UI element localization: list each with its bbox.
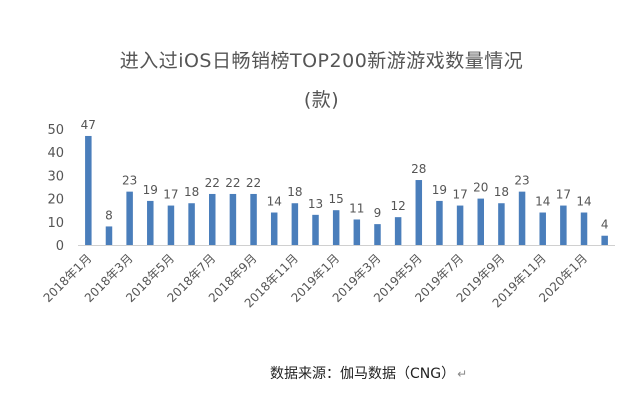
y-tick-label: 50 [47, 123, 64, 138]
bar [126, 191, 133, 245]
data-label: 18 [184, 185, 199, 199]
bar [209, 193, 216, 245]
y-tick-label: 20 [47, 193, 64, 208]
bar [436, 200, 443, 245]
y-tick-label: 30 [47, 169, 64, 184]
data-label: 23 [122, 174, 137, 188]
bar [601, 235, 608, 245]
data-label: 23 [514, 174, 529, 188]
data-label: 19 [143, 183, 158, 197]
data-label: 12 [390, 199, 405, 213]
data-label: 9 [374, 206, 382, 220]
bar [498, 203, 505, 245]
bar [188, 203, 195, 245]
data-label: 14 [576, 195, 591, 209]
data-label: 19 [432, 183, 447, 197]
data-label: 20 [473, 181, 488, 195]
data-label: 22 [225, 176, 240, 190]
bar [394, 217, 402, 245]
bar [291, 203, 299, 245]
bar [270, 212, 278, 245]
bar [250, 193, 257, 245]
data-label: 13 [308, 197, 323, 211]
bar [85, 135, 92, 245]
data-label: 18 [287, 185, 302, 199]
data-label: 17 [163, 188, 178, 202]
data-label: 17 [556, 188, 571, 202]
data-label: 22 [205, 176, 220, 190]
bar [456, 205, 464, 245]
y-tick-label: 0 [56, 239, 64, 254]
bar [167, 205, 175, 245]
data-label: 4 [601, 218, 609, 232]
bar [539, 212, 546, 245]
bar [374, 224, 381, 245]
bar [580, 212, 588, 245]
bar [312, 214, 319, 245]
data-label: 47 [81, 118, 96, 132]
return-mark-icon: ↵ [457, 367, 468, 381]
bar [518, 191, 526, 245]
data-label: 8 [105, 208, 113, 222]
data-label: 15 [329, 192, 344, 206]
data-label: 14 [535, 195, 550, 209]
data-label: 18 [494, 185, 509, 199]
data-label: 17 [452, 188, 467, 202]
y-tick-label: 10 [47, 216, 64, 231]
bar [477, 198, 484, 245]
y-tick-label: 40 [47, 146, 64, 161]
bar [332, 210, 340, 245]
data-label: 28 [411, 162, 426, 176]
chart-subtitle: (款) [303, 89, 340, 111]
source-text: 数据来源：伽马数据（CNG） [270, 366, 456, 382]
source-note: 数据来源：伽马数据（CNG） ↵ [270, 363, 467, 383]
bar [560, 205, 567, 245]
data-label: 14 [267, 195, 282, 209]
bar [229, 193, 237, 245]
data-label: 22 [246, 176, 261, 190]
bar [353, 219, 361, 245]
bar [415, 180, 423, 245]
chart-title: 进入过iOS日畅销榜TOP200新游游戏数量情况 [119, 50, 524, 72]
data-label: 11 [349, 201, 364, 215]
bar [105, 226, 113, 245]
bar [147, 200, 154, 245]
